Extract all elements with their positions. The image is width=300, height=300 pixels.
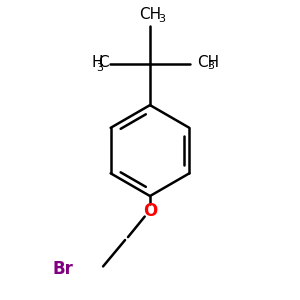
Text: 3: 3 xyxy=(96,63,103,74)
Text: CH: CH xyxy=(139,7,161,22)
Text: O: O xyxy=(143,202,157,220)
Text: C: C xyxy=(98,55,109,70)
Text: CH: CH xyxy=(197,55,219,70)
Text: Br: Br xyxy=(53,260,74,278)
Text: 3: 3 xyxy=(208,61,214,71)
Text: 3: 3 xyxy=(158,14,165,24)
Text: H: H xyxy=(92,55,103,70)
